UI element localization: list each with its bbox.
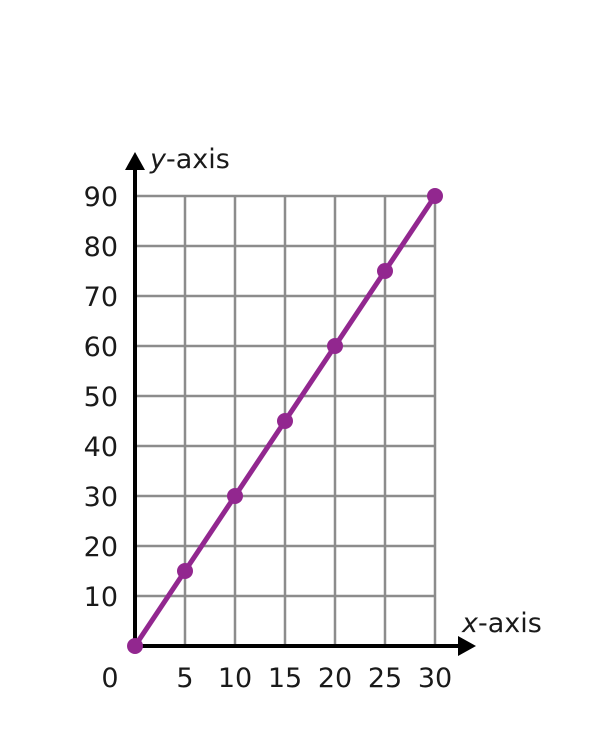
x-tick-label: 20 — [318, 663, 352, 694]
series — [127, 188, 443, 654]
x-axis-arrow — [458, 636, 476, 656]
x-tick-label: 30 — [418, 663, 452, 694]
origin-label: 0 — [101, 663, 118, 694]
y-axis-variable: y — [149, 144, 167, 175]
y-axis-suffix: -axis — [166, 144, 230, 175]
y-tick-label: 40 — [84, 432, 118, 463]
y-tick-label: 80 — [84, 232, 118, 263]
data-point — [127, 638, 143, 654]
data-point — [427, 188, 443, 204]
y-tick-label: 10 — [84, 582, 118, 613]
y-axis-title: y-axis — [149, 144, 230, 175]
data-point — [377, 263, 393, 279]
grid — [135, 194, 437, 646]
x-axis-title: x-axis — [461, 608, 542, 639]
tick-labels: 5 10 15 20 25 30 10 20 30 40 50 60 70 80 90 — [84, 182, 453, 694]
y-axis-arrow — [125, 152, 145, 170]
data-point — [177, 563, 193, 579]
x-tick-label: 5 — [176, 663, 193, 694]
y-tick-label: 50 — [84, 382, 118, 413]
x-axis-variable: x — [461, 608, 479, 639]
data-point — [227, 488, 243, 504]
y-tick-label: 70 — [84, 282, 118, 313]
x-tick-label: 25 — [368, 663, 402, 694]
x-tick-label: 10 — [218, 663, 252, 694]
x-axis-suffix: -axis — [478, 608, 542, 639]
x-tick-label: 15 — [268, 663, 302, 694]
y-tick-label: 30 — [84, 482, 118, 513]
data-point — [327, 338, 343, 354]
data-point — [277, 413, 293, 429]
y-tick-label: 60 — [84, 332, 118, 363]
y-tick-label: 20 — [84, 532, 118, 563]
axes — [125, 152, 476, 656]
y-tick-label: 90 — [84, 182, 118, 213]
